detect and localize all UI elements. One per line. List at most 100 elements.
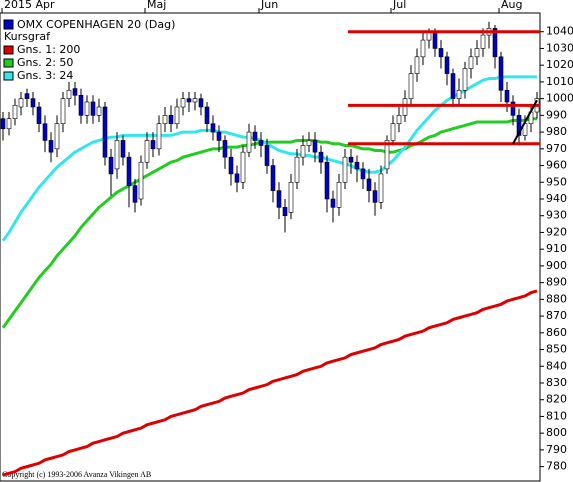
legend-swatch — [3, 71, 14, 81]
y-tick-label: 810 — [546, 409, 567, 422]
x-tick-label: Jul — [392, 0, 406, 11]
plot-frame — [0, 12, 541, 482]
candle-body — [168, 115, 174, 125]
candle-body — [432, 31, 438, 49]
candle-body — [204, 106, 210, 125]
x-tick-label: Maj — [147, 0, 166, 11]
y-tick-label: 950 — [546, 175, 567, 188]
legend-label: OMX COPENHAGEN 20 (Dag) — [17, 18, 175, 31]
plot — [0, 21, 540, 477]
candle-body — [192, 98, 198, 103]
candle-body — [360, 168, 366, 180]
legend-swatch — [3, 58, 14, 68]
y-tick-label: 870 — [546, 309, 567, 322]
y-tick-label: 830 — [546, 376, 567, 389]
candle-body — [24, 93, 30, 99]
y-tick-label: 970 — [546, 142, 567, 155]
y-tick-label: 910 — [546, 242, 567, 255]
candle-body — [462, 68, 468, 91]
candle-body — [342, 156, 348, 183]
candle-body — [444, 56, 450, 74]
moving-average — [1, 75, 537, 242]
y-tick-label: 890 — [546, 276, 567, 289]
candle-body — [54, 123, 60, 150]
candle-body — [480, 34, 486, 49]
candle-body — [246, 131, 252, 153]
y-tick-label: 860 — [546, 326, 567, 339]
y-tick-label: 900 — [546, 259, 567, 272]
y-tick-label: 1030 — [546, 41, 573, 54]
candle-body — [516, 115, 522, 136]
candle-body — [180, 98, 186, 108]
candle-body — [186, 98, 192, 103]
candle-body — [306, 140, 312, 146]
candle-body — [96, 106, 102, 116]
candle-body — [222, 140, 228, 158]
candle-body — [270, 165, 276, 191]
y-tick-label: 1000 — [546, 92, 573, 105]
candle-body — [6, 118, 12, 130]
candle-body — [492, 28, 498, 58]
candle-body — [510, 101, 516, 116]
y-tick-label: 840 — [546, 359, 567, 372]
candle-body — [48, 140, 54, 153]
candle-body — [66, 89, 72, 99]
candle-body — [420, 39, 426, 58]
y-tick-label: 920 — [546, 225, 567, 238]
candle-body — [366, 178, 372, 191]
candle-body — [102, 106, 108, 158]
candle-body — [30, 98, 36, 108]
legend-swatch — [3, 45, 14, 55]
candle-body — [330, 198, 336, 208]
candle-body — [84, 101, 90, 116]
x-tick-label: Jun — [260, 0, 278, 11]
candle-body — [396, 115, 402, 125]
candle-body — [114, 140, 120, 170]
candle-body — [198, 98, 204, 108]
moving-average — [1, 117, 537, 329]
candle-body — [468, 56, 474, 69]
y-tick-label: 1040 — [546, 25, 573, 38]
candle-body — [372, 190, 378, 203]
candle-body — [324, 161, 330, 200]
candle-body — [258, 140, 264, 146]
candle-body — [450, 73, 456, 99]
legend-heading: Kursgraf — [4, 30, 51, 43]
legend-label: Gns. 2: 50 — [17, 56, 73, 69]
legend-swatch — [3, 19, 14, 30]
candle-body — [216, 131, 222, 141]
candle-body — [504, 89, 510, 103]
candle-body — [498, 56, 504, 91]
y-tick-label: 780 — [546, 460, 567, 473]
candle-body — [252, 131, 258, 141]
candle-body — [384, 140, 390, 170]
candle-body — [174, 106, 180, 125]
candle-body — [18, 98, 24, 108]
y-tick-label: 880 — [546, 292, 567, 305]
candle-body — [12, 105, 18, 120]
candle-body — [318, 151, 324, 163]
candle-body — [354, 161, 360, 170]
candle-body — [0, 118, 6, 130]
candle-body — [312, 140, 318, 153]
y-tick-label: 820 — [546, 393, 567, 406]
candle-body — [288, 181, 294, 213]
moving-average — [2, 289, 538, 477]
legend-label: Gns. 1: 200 — [17, 43, 80, 56]
candle-body — [72, 88, 78, 96]
candle-body — [474, 48, 480, 58]
candle-body — [240, 151, 246, 183]
candle-body — [456, 89, 462, 99]
candle-body — [126, 156, 132, 186]
candle-body — [60, 98, 66, 125]
candle-body — [438, 48, 444, 58]
y-tick-label: 800 — [546, 426, 567, 439]
candle-body — [234, 173, 240, 183]
candle-body — [408, 73, 414, 99]
y-tick-label: 940 — [546, 192, 567, 205]
legend-label: Gns. 3: 24 — [17, 69, 73, 82]
copyright: Copyright (c) 1993-2006 Avanza Vikingen … — [2, 470, 151, 479]
candle-body — [228, 156, 234, 175]
y-tick-label: 930 — [546, 209, 567, 222]
